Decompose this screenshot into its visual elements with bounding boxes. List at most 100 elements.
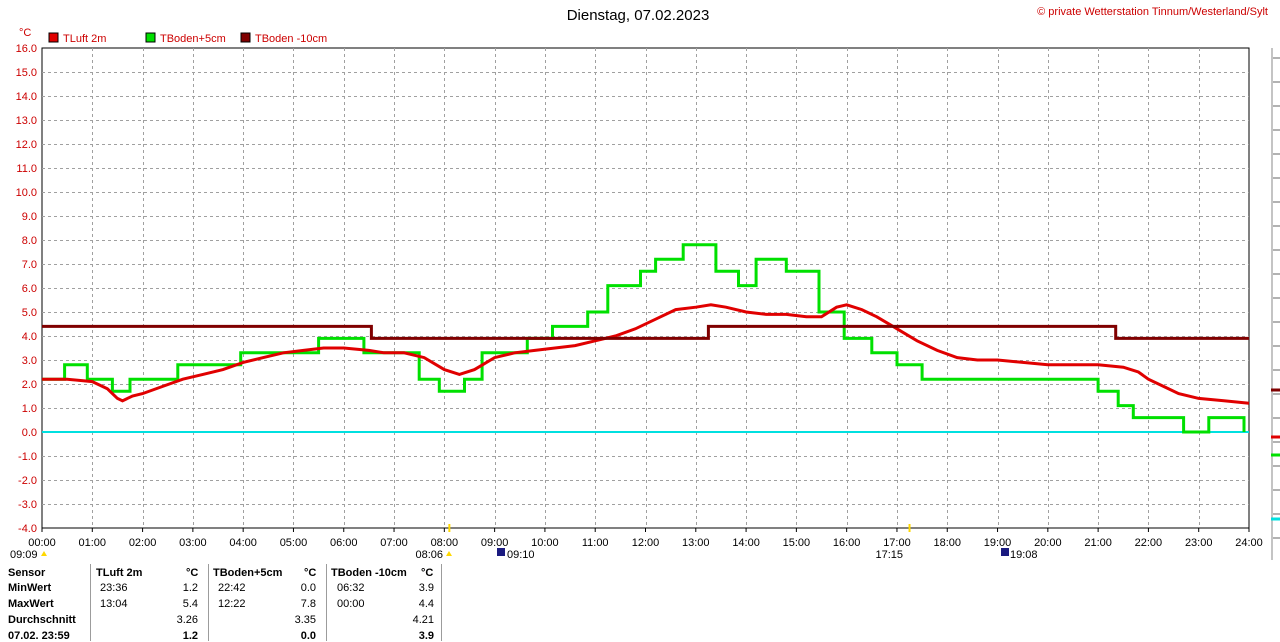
y-tick-label: 7.0 [22, 259, 37, 271]
table-header-tluft: TLuft 2m [96, 567, 143, 579]
y-tick-label: 16.0 [16, 43, 37, 55]
y-tick-label: 15.0 [16, 67, 37, 79]
y-tick-label: 1.0 [22, 403, 37, 415]
x-tick-label: 10:00 [531, 537, 559, 549]
copyright-text: © private Wetterstation Tinnum/Westerlan… [1037, 6, 1268, 18]
table-cell-time: 06:32 [337, 582, 365, 594]
x-tick-label: 14:00 [732, 537, 760, 549]
table-cell-time: 23:36 [100, 582, 128, 594]
x-tick-label: 17:00 [883, 537, 911, 549]
x-axis: 00:00 01:00 02:00 03:00 04:00 05:00 06:00 07:00… [28, 528, 1263, 549]
table-divider [326, 564, 327, 641]
y-tick-label: 14.0 [16, 91, 37, 103]
table-divider [208, 564, 209, 641]
table-cell-value: 3.9 [418, 630, 434, 642]
x-tick-label: 00:00 [28, 537, 56, 549]
y-tick-label: 11.0 [16, 163, 37, 175]
x-tick-label: 07:00 [380, 537, 408, 549]
y-tick-label: -3.0 [18, 499, 37, 511]
x-tick-label: 18:00 [933, 537, 961, 549]
temperature-chart: Dienstag, 07.02.2023 © private Wettersta… [10, 6, 1280, 561]
table-cell-value: 0.0 [300, 582, 316, 594]
table-cell-value: 3.26 [176, 614, 198, 626]
y-tick-label: 4.0 [22, 331, 37, 343]
x-tick-label: 20:00 [1034, 537, 1062, 549]
table-header-unit: °C [421, 567, 434, 579]
table-cell-value: 4.4 [418, 598, 434, 610]
y-tick-label: 8.0 [22, 235, 37, 247]
x-tick-label: 05:00 [280, 537, 308, 549]
chart-legend: TLuft 2m TBoden+5cm TBoden -10cm [48, 32, 327, 45]
table-header-sensor: Sensor [8, 567, 46, 579]
x-tick-label: 11:00 [582, 537, 609, 549]
table-cell-value: 1.2 [182, 630, 198, 642]
plot-area [42, 243, 1250, 434]
table-header-tboden10: TBoden -10cm [331, 567, 407, 579]
sunset-time: 08:06 [415, 549, 443, 561]
x-tick-label: 13:00 [682, 537, 710, 549]
x-tick-label: 23:00 [1185, 537, 1213, 549]
sunrise-icon [41, 551, 47, 556]
legend-label: TBoden -10cm [255, 33, 327, 45]
x-tick-label: 21:00 [1084, 537, 1112, 549]
moonrise-time: 09:10 [507, 549, 535, 561]
x-tick-label: 12:00 [632, 537, 660, 549]
y-tick-label: 6.0 [22, 283, 37, 295]
table-row-label: MaxWert [8, 598, 54, 610]
table-divider [90, 564, 91, 641]
y-tick-label: 5.0 [22, 307, 37, 319]
y-tick-label: -4.0 [18, 523, 37, 535]
table-cell-value: 7.8 [300, 598, 316, 610]
x-tick-label: 03:00 [179, 537, 207, 549]
y-tick-label: 2.0 [22, 379, 37, 391]
x-tick-label: 02:00 [129, 537, 157, 549]
legend-swatch [240, 32, 251, 43]
x-tick-label: 24:00 [1235, 537, 1263, 549]
y-tick-label: 13.0 [16, 115, 37, 127]
table-cell-time: 00:00 [337, 598, 365, 610]
moonrise-icon [497, 548, 505, 556]
chart-grid [41, 47, 1250, 529]
sunset-icon [446, 551, 452, 556]
y-axis-unit-label: °C [19, 27, 31, 39]
x-tick-label: 19:00 [984, 537, 1012, 549]
x-tick-label: 15:00 [783, 537, 811, 549]
table-cell-value: 4.21 [412, 614, 434, 626]
legend-label: TBoden+5cm [160, 33, 226, 45]
table-cell-time: 13:04 [100, 598, 128, 610]
table-row-label: 07.02. 23:59 [8, 630, 70, 642]
table-cell-value: 1.2 [182, 582, 198, 594]
table-divider [441, 564, 442, 641]
x-tick-label: 08:00 [431, 537, 459, 549]
sunrise-time: 09:09 [10, 549, 38, 561]
y-tick-label: 3.0 [22, 355, 37, 367]
table-header-unit: °C [304, 567, 317, 579]
chart-title: Dienstag, 07.02.2023 [567, 7, 710, 24]
x-tick-label: 06:00 [330, 537, 358, 549]
y-tick-label: 0.0 [22, 427, 37, 439]
series-line-tluft [42, 303, 1250, 405]
table-cell-time: 12:22 [218, 598, 246, 610]
x-tick-label: 22:00 [1135, 537, 1163, 549]
moonset-icon [1001, 548, 1009, 556]
series-line-tboden5 [42, 243, 1246, 434]
table-cell-value: 3.9 [418, 582, 434, 594]
stats-table: Sensor TLuft 2m °C TBoden+5cm °C TBoden … [0, 562, 442, 642]
table-row-label: MinWert [8, 582, 52, 594]
x-tick-label: 01:00 [79, 537, 107, 549]
x-tick-label: 09:00 [481, 537, 509, 549]
y-axis: 16.0 15.0 14.0 13.0 12.0 11.0 10.0 9.0 8.0 7.0 6.0… [16, 43, 37, 535]
legend-swatch [145, 32, 156, 43]
moonset-time: 19:08 [1010, 549, 1038, 561]
table-cell-value: 3.35 [294, 614, 316, 626]
y-tick-label: -1.0 [18, 451, 37, 463]
table-header-unit: °C [186, 567, 199, 579]
table-header-tboden5: TBoden+5cm [213, 567, 283, 579]
y-tick-label: 10.0 [16, 187, 37, 199]
y-tick-label: 9.0 [22, 211, 37, 223]
y-tick-label: 12.0 [16, 139, 37, 151]
table-cell-value: 0.0 [300, 630, 316, 642]
y-tick-label: -2.0 [18, 475, 37, 487]
legend-label: TLuft 2m [63, 33, 106, 45]
table-cell-value: 5.4 [182, 598, 198, 610]
